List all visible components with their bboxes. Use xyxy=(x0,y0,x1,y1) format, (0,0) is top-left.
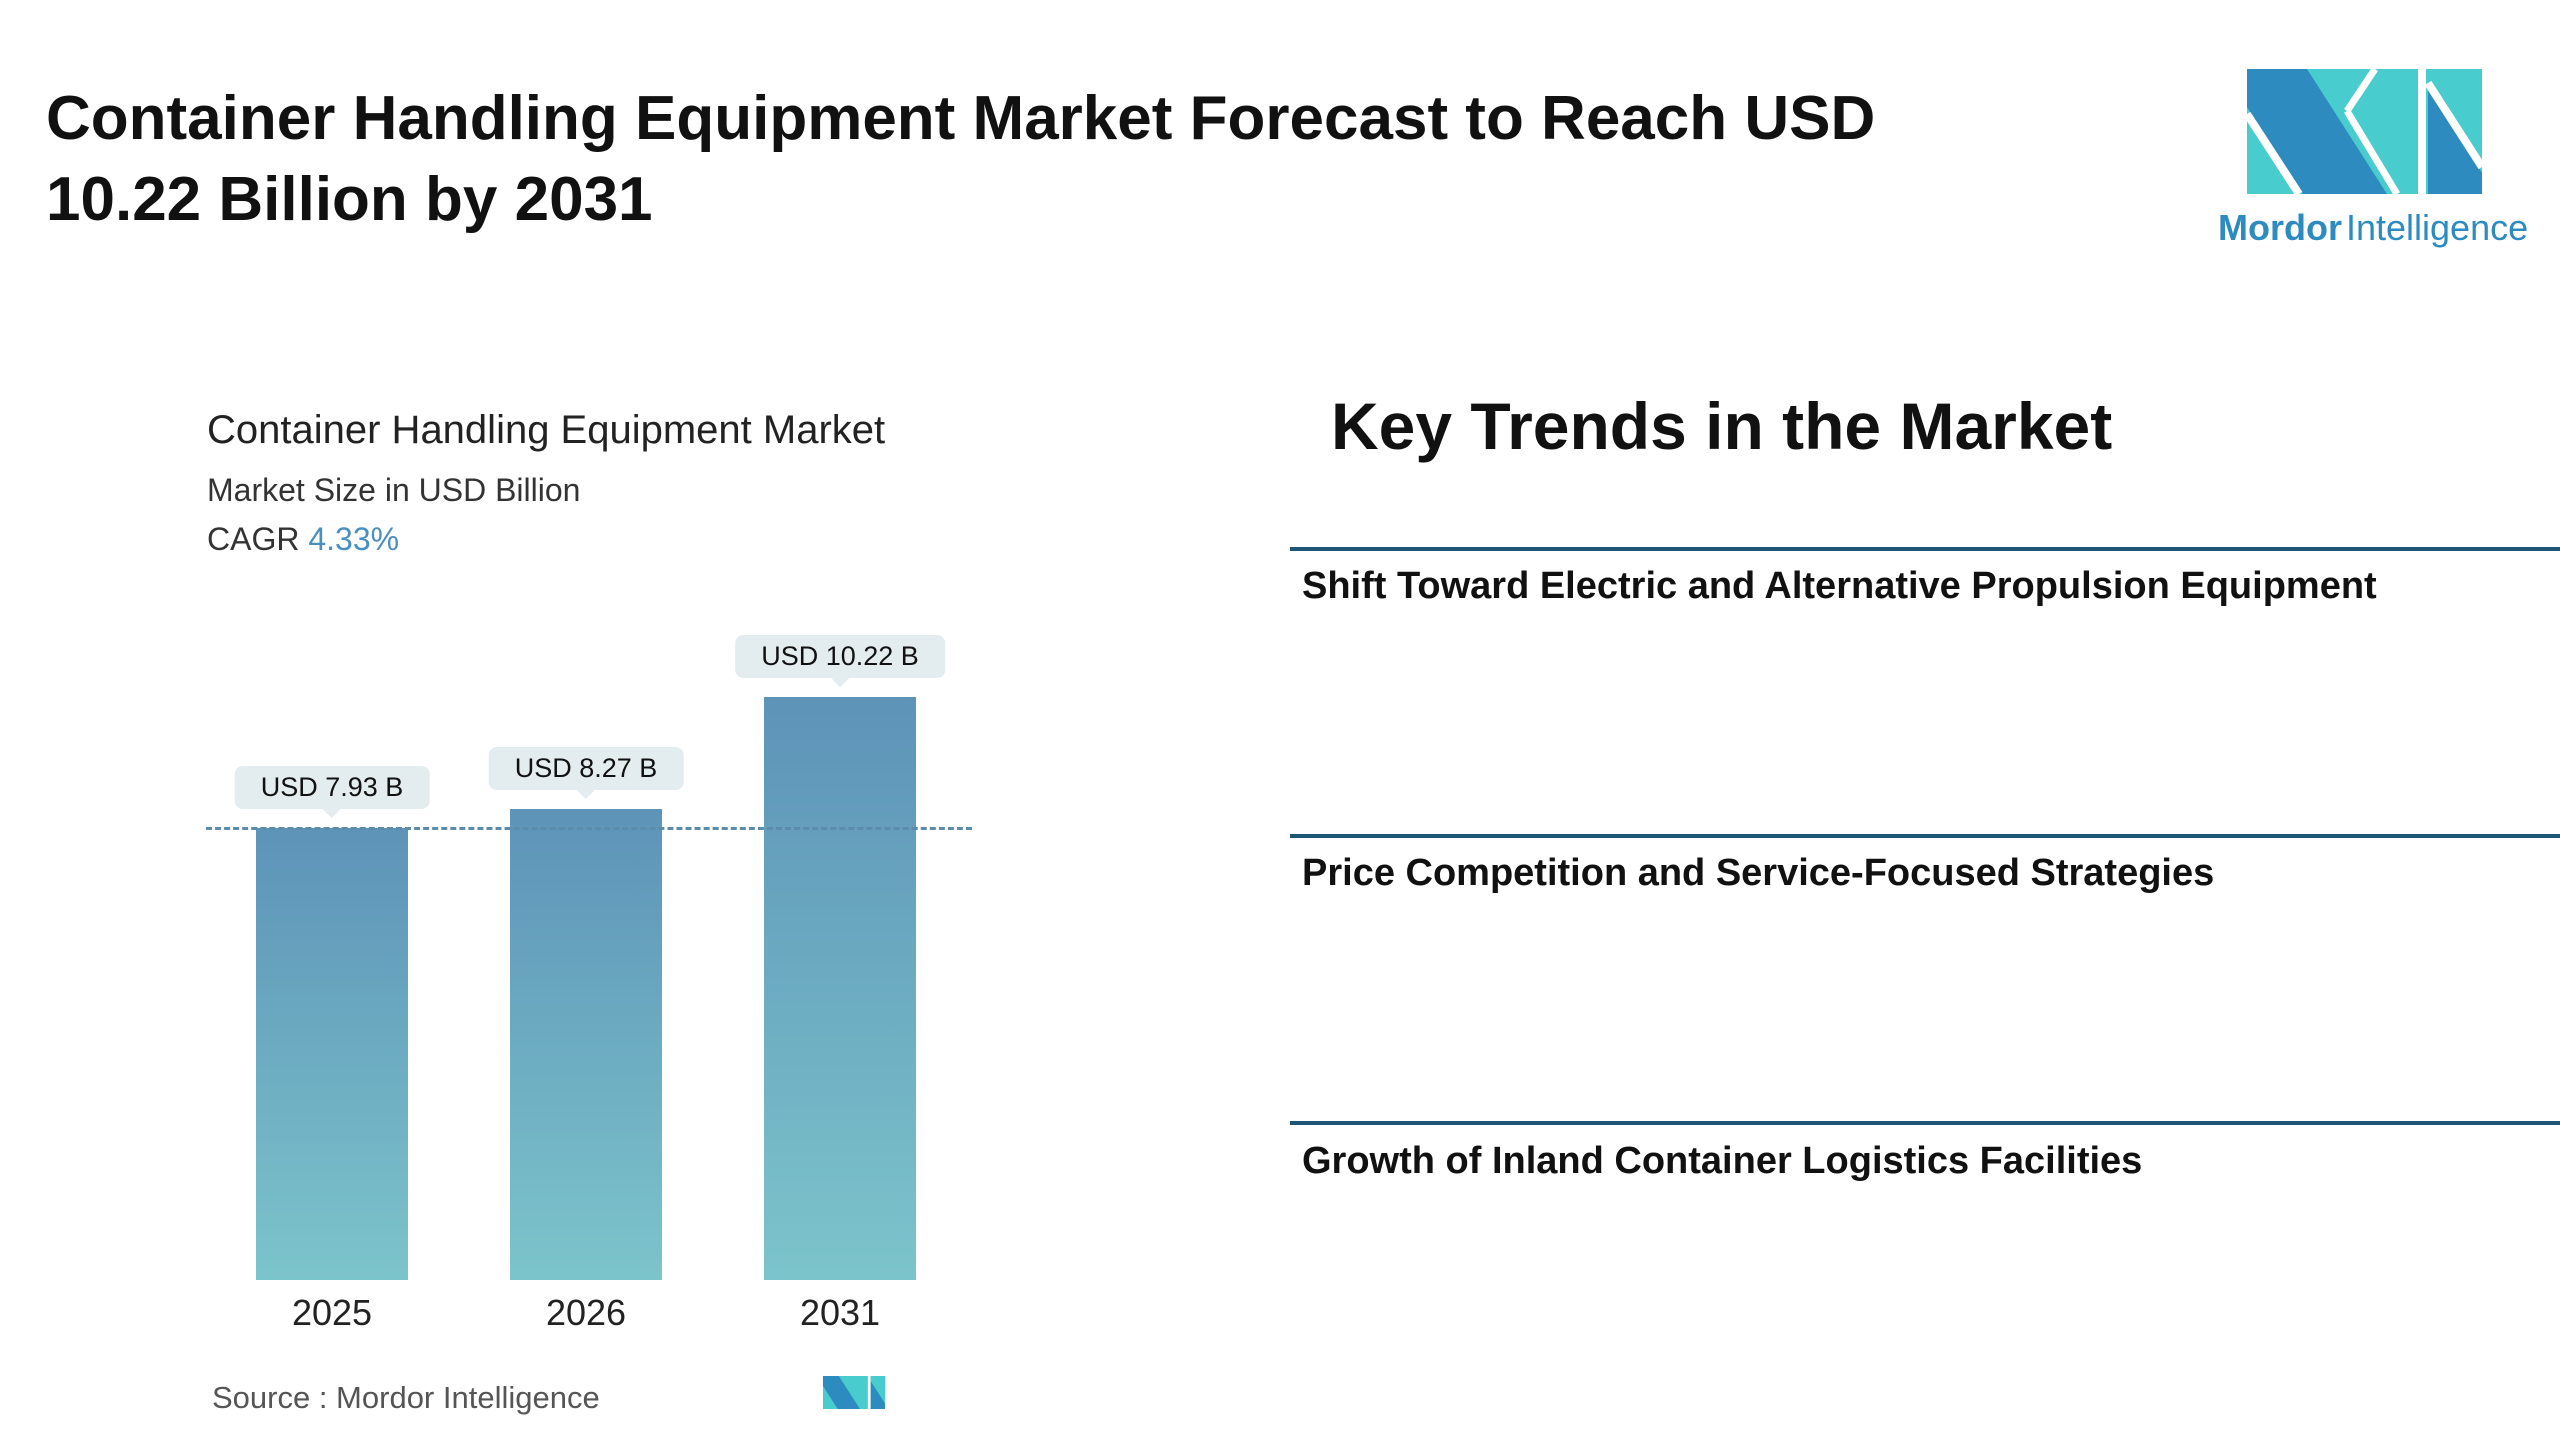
data-label: USD 8.27 B xyxy=(488,746,684,799)
x-tick-label: 2031 xyxy=(799,1292,881,1333)
divider xyxy=(1290,1121,2560,1125)
divider xyxy=(1290,547,2560,551)
page-title: Container Handling Equipment Market Fore… xyxy=(46,84,1876,234)
small-logo-icon xyxy=(822,1376,886,1409)
trends-heading: Key Trends in the Market xyxy=(1331,389,2113,463)
logo-text-light: Intelligence xyxy=(2345,207,2529,248)
cagr: CAGR 4.33% xyxy=(207,521,399,558)
bar-2031 xyxy=(764,697,916,1280)
trend-item: Growth of Inland Container Logistics Fac… xyxy=(1302,1140,2143,1182)
trend-item: Shift Toward Electric and Alternative Pr… xyxy=(1302,565,2377,607)
trend-item: Price Competition and Service-Focused St… xyxy=(1302,852,2215,894)
chart-title: Container Handling Equipment Market xyxy=(207,408,886,452)
chart-subtitle: Market Size in USD Billion xyxy=(207,472,581,508)
x-tick-label: 2026 xyxy=(545,1292,627,1333)
reference-dashed-line xyxy=(206,826,972,830)
source-note: Source : Mordor Intelligence xyxy=(212,1380,600,1415)
divider xyxy=(1290,834,2560,838)
bar-2026 xyxy=(510,808,662,1280)
logo-mark-icon xyxy=(2243,67,2486,197)
cagr-value: 4.33% xyxy=(308,521,400,557)
x-tick-label: 2025 xyxy=(291,1292,373,1333)
mordor-logo: Mordor Intelligence xyxy=(2218,66,2528,256)
data-label: USD 7.93 B xyxy=(234,765,430,818)
data-label: USD 10.22 B xyxy=(735,635,945,688)
logo-text-bold: Mordor xyxy=(2218,207,2342,248)
bar-2025 xyxy=(256,827,408,1280)
cagr-label: CAGR xyxy=(207,521,300,557)
